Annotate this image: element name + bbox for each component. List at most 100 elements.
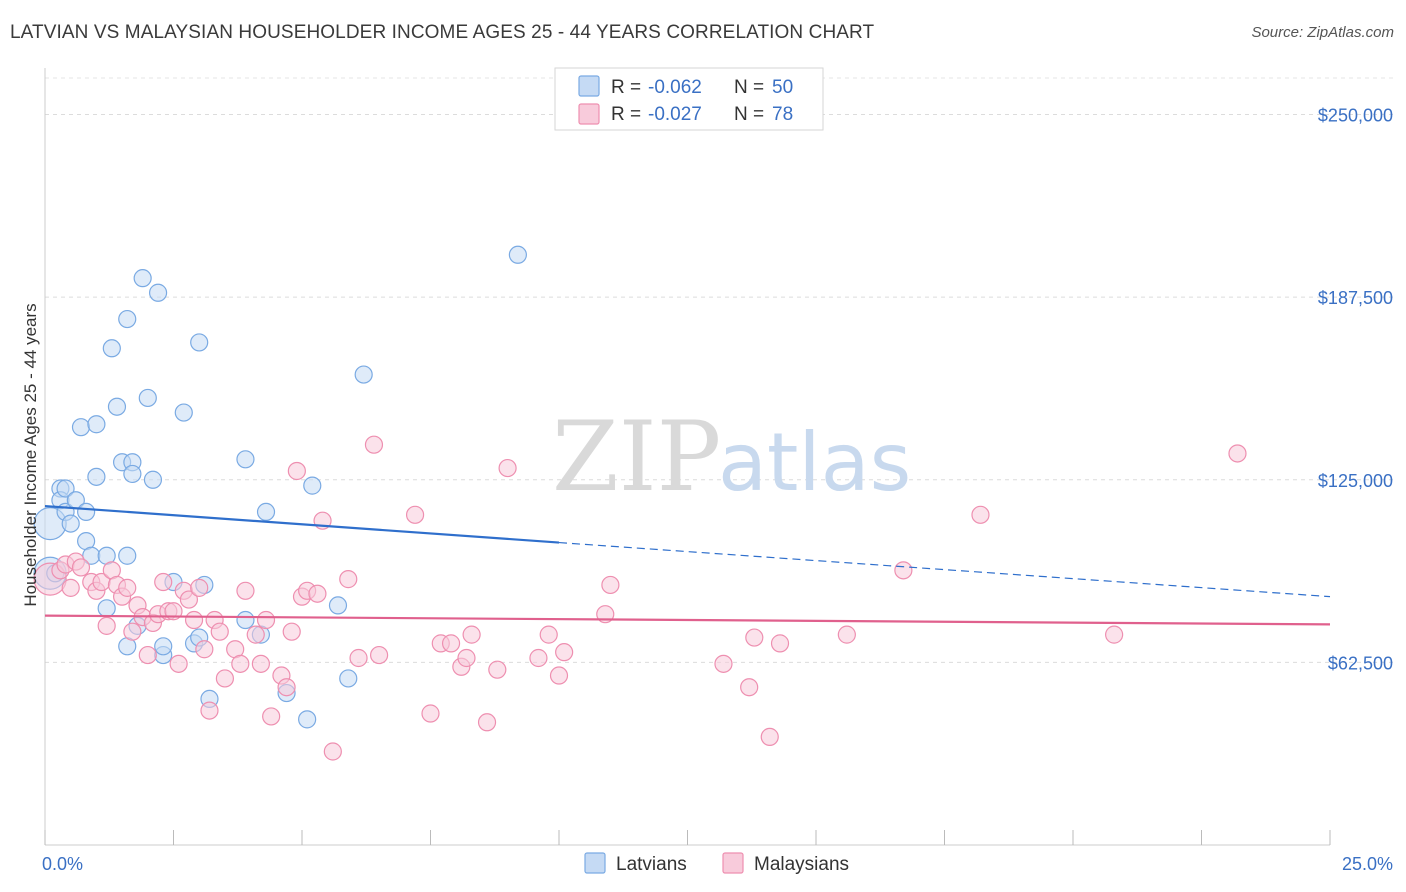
data-point-malaysians [154,572,173,592]
data-point-malaysians [246,625,265,644]
data-point-latvians [236,450,255,469]
data-point-malaysians [488,660,507,679]
data-point-malaysians [262,707,281,726]
data-point-latvians [303,476,322,495]
data-point-latvians [143,470,163,489]
trend-line-malaysians [44,614,1331,626]
data-point-latvians [256,502,276,522]
data-point-latvians [354,365,373,384]
data-point-latvians [339,669,358,688]
legend-r-label: R = [611,77,641,98]
legend-n-value: 78 [772,104,793,125]
x-tick-label: 25.0% [1342,854,1393,874]
data-points [33,245,1247,761]
legend-n-value: 50 [772,77,793,98]
grid-lines [45,77,1395,663]
data-point-malaysians [169,654,188,673]
data-point-malaysians [760,727,779,746]
data-point-malaysians [457,648,476,668]
data-point-latvians [190,333,209,352]
trend-line-extension-latvians [558,541,1331,598]
data-point-malaysians [529,648,548,668]
data-point-malaysians [236,581,255,600]
legend-swatch-malaysians [722,852,744,874]
data-point-malaysians [118,578,137,597]
data-point-malaysians [770,634,790,653]
data-point-malaysians [184,610,204,630]
data-point-latvians [148,283,168,302]
legend-r-value: -0.027 [648,104,702,125]
data-point-latvians [71,418,91,437]
x-tick-label: 0.0% [42,854,83,874]
data-point-malaysians [256,610,276,630]
data-point-malaysians [971,505,990,524]
data-point-malaysians [1105,625,1124,644]
data-point-malaysians [421,704,440,723]
watermark: ZIP atlas [552,401,911,513]
data-point-malaysians [61,578,80,597]
data-point-malaysians [71,558,91,577]
data-point-latvians [56,479,75,498]
data-point-latvians [107,397,127,416]
data-point-malaysians [210,622,229,641]
data-point-malaysians [370,645,389,665]
data-point-latvians [236,610,255,630]
data-point-latvians [174,403,193,422]
data-point-malaysians [498,458,517,478]
y-tick-label: $62,500 [1328,653,1393,673]
data-point-malaysians [1228,444,1247,463]
data-point-malaysians [740,678,759,697]
y-tick-labels: $62,500 $125,000 $187,500 $250,000 [1318,106,1393,674]
data-point-malaysians [349,648,368,668]
data-point-malaysians [477,713,497,732]
trend-line-latvians [44,504,560,544]
data-point-latvians [123,464,142,484]
data-point-malaysians [138,645,157,665]
legend-swatch-malaysians [578,103,600,125]
y-axis-label: Householder Income Ages 25 - 44 years [21,303,40,606]
data-point-malaysians [323,742,342,761]
source-label: Source: ZipAtlas.com [1251,24,1394,41]
data-point-malaysians [179,590,199,609]
series-legend: Latvians Malaysians [584,852,849,875]
data-point-malaysians [364,435,384,454]
data-point-malaysians [539,625,558,644]
data-point-latvians [154,637,173,656]
data-point-malaysians [231,654,250,673]
y-tick-label: $125,000 [1318,471,1393,491]
series-malaysians [33,435,1247,761]
data-point-latvians [298,710,317,729]
data-point-malaysians [339,570,358,589]
data-point-malaysians [123,622,142,641]
data-point-latvians [61,514,80,533]
data-point-latvians [138,388,157,408]
y-tick-label: $250,000 [1318,106,1393,126]
data-point-malaysians [287,461,306,481]
x-tick-labels: 0.0% 25.0% [42,854,1393,874]
data-point-malaysians [462,625,481,644]
data-point-latvians [87,415,106,434]
data-point-malaysians [405,505,425,524]
legend-r-label: R = [611,104,641,125]
data-point-malaysians [441,634,461,653]
data-point-latvians [118,546,137,565]
axes [44,68,1331,846]
trend-lines [44,504,1331,626]
data-point-latvians [328,596,348,615]
legend-swatch-latvians [584,852,606,874]
data-point-malaysians [200,701,219,720]
data-point-latvians [87,467,106,486]
data-point-malaysians [549,666,569,685]
data-point-malaysians [714,654,733,673]
data-point-malaysians [601,575,620,595]
legend-malaysians-label: Malaysians [754,854,849,875]
data-point-malaysians [837,625,856,644]
legend-n-label: N = [734,77,764,98]
watermark-atlas: atlas [718,416,911,509]
stats-legend: R = -0.062 N = 50 R = -0.027 N = 78 [554,67,824,131]
data-point-malaysians [282,622,301,641]
y-tick-label: $187,500 [1318,288,1393,308]
data-point-latvians [508,245,527,264]
legend-r-value: -0.062 [648,77,702,98]
